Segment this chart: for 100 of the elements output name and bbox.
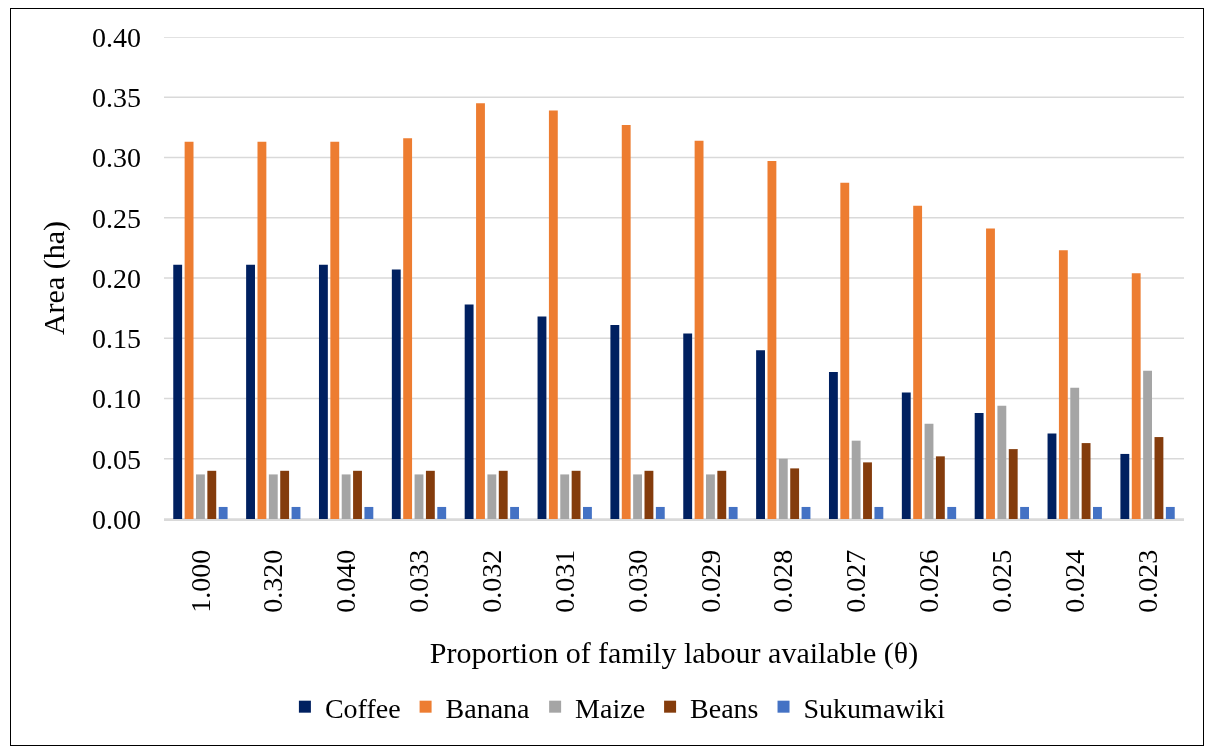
bar <box>330 141 340 519</box>
bar <box>767 161 777 519</box>
bar <box>218 506 228 519</box>
bar <box>364 506 374 519</box>
bar <box>935 456 945 519</box>
bar <box>291 506 301 519</box>
x-tick-label: 0.030 <box>621 549 653 613</box>
x-tick-label: 0.027 <box>840 549 872 613</box>
bar <box>1120 453 1130 519</box>
bar <box>974 412 984 519</box>
bar <box>257 141 267 519</box>
y-tick-label: 0.00 <box>92 503 141 535</box>
x-tick-label: 0.031 <box>548 549 580 613</box>
bar <box>1143 370 1152 519</box>
y-tick-label: 0.40 <box>92 21 141 53</box>
x-tick-label: 0.026 <box>913 549 945 613</box>
bar <box>437 506 447 519</box>
bar <box>548 110 558 519</box>
bar <box>828 371 838 519</box>
bar <box>1154 437 1164 519</box>
bar <box>207 470 217 519</box>
bar <box>790 468 800 519</box>
bar <box>353 470 362 519</box>
bar <box>318 264 328 519</box>
bar <box>341 474 351 519</box>
bar <box>498 470 508 519</box>
bar <box>1047 433 1057 519</box>
bar <box>1165 506 1175 519</box>
bar <box>986 228 995 519</box>
bar <box>391 269 401 519</box>
bar <box>173 264 183 519</box>
bar <box>1020 506 1030 519</box>
bar <box>840 182 850 519</box>
x-tick-label: 0.024 <box>1058 549 1090 613</box>
y-tick-label: 0.20 <box>92 262 141 294</box>
bar <box>778 458 788 519</box>
bar <box>655 506 665 519</box>
x-tick-label: 0.032 <box>475 549 507 613</box>
legend-label: Maize <box>575 692 646 724</box>
bar <box>1131 273 1141 519</box>
bar <box>717 470 727 519</box>
bar <box>583 506 592 519</box>
bar <box>184 141 194 519</box>
bar <box>851 440 861 519</box>
bar <box>476 103 485 519</box>
bar <box>487 474 497 519</box>
x-tick-label: 0.033 <box>403 549 435 613</box>
bar <box>280 470 290 519</box>
bar <box>874 506 884 519</box>
bar <box>901 392 911 519</box>
bar <box>1008 449 1018 519</box>
x-tick-label: 0.320 <box>257 549 289 613</box>
y-axis-title: Area (ha) <box>37 220 71 336</box>
bar <box>756 350 765 519</box>
y-tick-label: 0.25 <box>92 202 141 234</box>
bar <box>706 474 715 519</box>
y-tick-label: 0.30 <box>92 142 141 174</box>
bar <box>246 264 255 519</box>
bar <box>510 506 520 519</box>
bar <box>268 474 278 519</box>
bar <box>694 140 704 519</box>
bar <box>1093 506 1102 519</box>
x-tick-label: 0.023 <box>1131 549 1163 613</box>
y-tick-label: 0.15 <box>92 323 141 355</box>
bar <box>537 316 547 519</box>
y-tick-label: 0.10 <box>92 383 141 415</box>
x-tick-label: 0.028 <box>767 549 799 613</box>
legend-label: Coffee <box>324 692 401 724</box>
bar <box>414 474 424 519</box>
x-tick-label: 0.040 <box>330 549 362 613</box>
legend-label: Beans <box>690 692 759 724</box>
x-tick-label: 0.029 <box>694 549 726 613</box>
x-tick-label: 1.000 <box>184 549 216 613</box>
bar <box>425 470 435 519</box>
bar <box>728 506 738 519</box>
bar <box>644 470 654 519</box>
x-tick-label: 0.025 <box>985 549 1017 613</box>
bar <box>621 124 631 519</box>
bar <box>863 462 872 519</box>
bar <box>1081 443 1091 519</box>
bar <box>683 333 693 519</box>
y-tick-label: 0.35 <box>92 82 141 114</box>
bar <box>801 506 811 519</box>
bar <box>196 474 205 519</box>
bar <box>997 405 1007 519</box>
bar <box>1070 387 1080 519</box>
bar <box>947 506 957 519</box>
bar <box>924 423 934 519</box>
bar <box>913 205 923 519</box>
legend-label: Sukumawiki <box>803 692 946 724</box>
bar <box>1058 250 1068 519</box>
bar <box>633 474 642 519</box>
bar <box>610 325 620 519</box>
legend-label: Banana <box>445 692 531 724</box>
bar <box>403 138 413 519</box>
y-tick-label: 0.05 <box>92 443 141 475</box>
x-axis-title: Proportion of family labour available (θ) <box>429 635 919 670</box>
bar <box>560 474 570 519</box>
bar <box>571 470 581 519</box>
bar <box>464 304 474 519</box>
